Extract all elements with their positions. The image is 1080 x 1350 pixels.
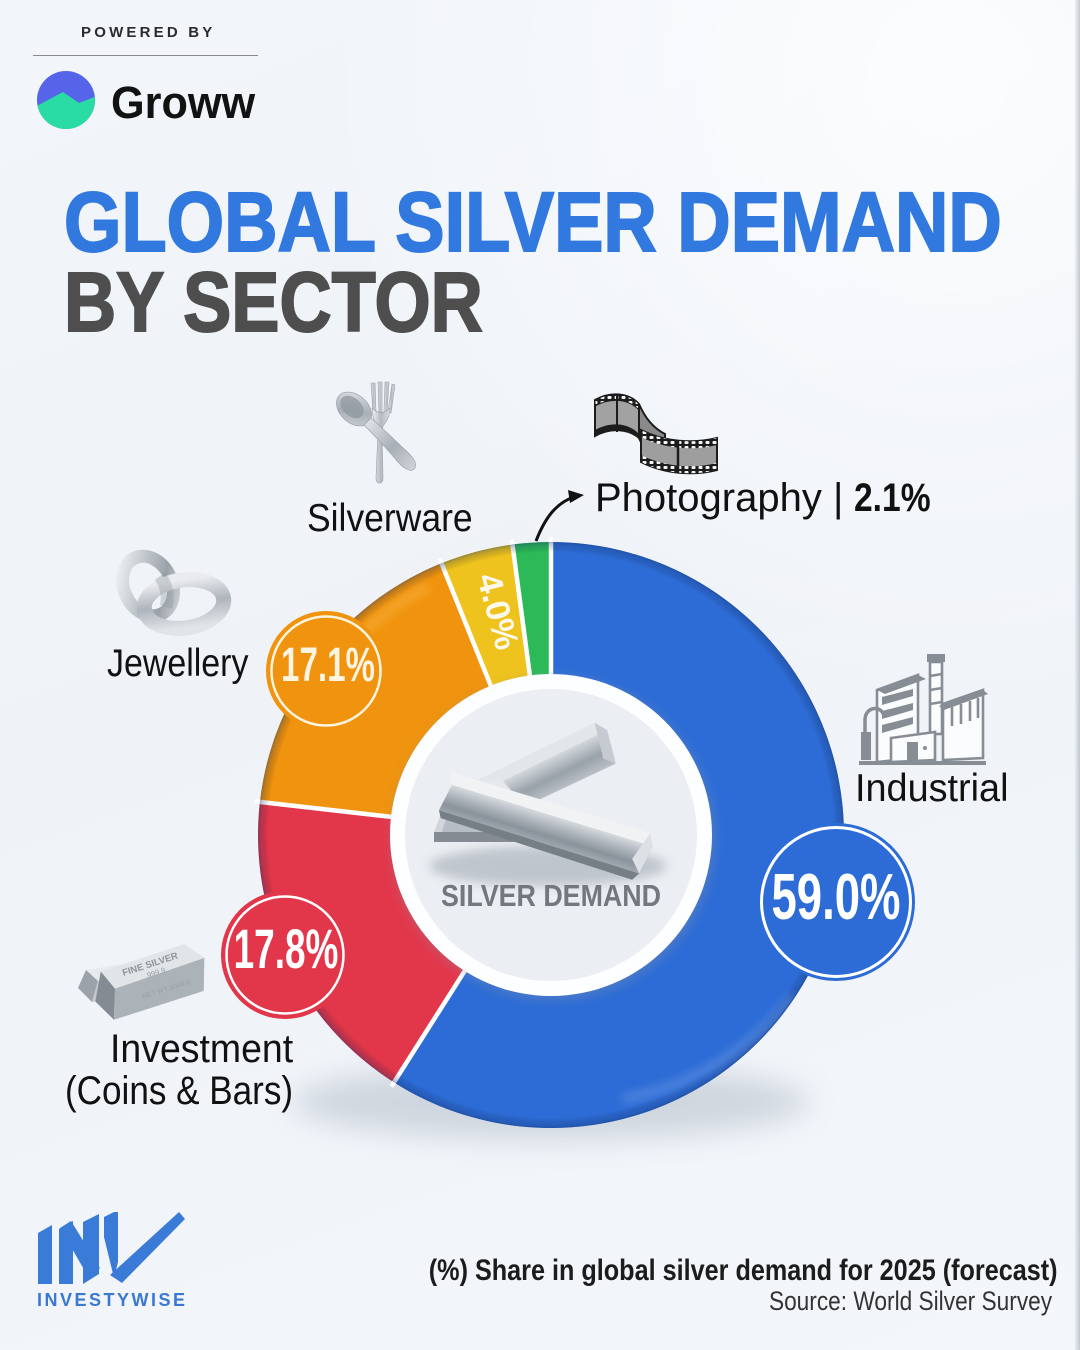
- svg-text:SILVER DEMAND: SILVER DEMAND: [441, 878, 661, 913]
